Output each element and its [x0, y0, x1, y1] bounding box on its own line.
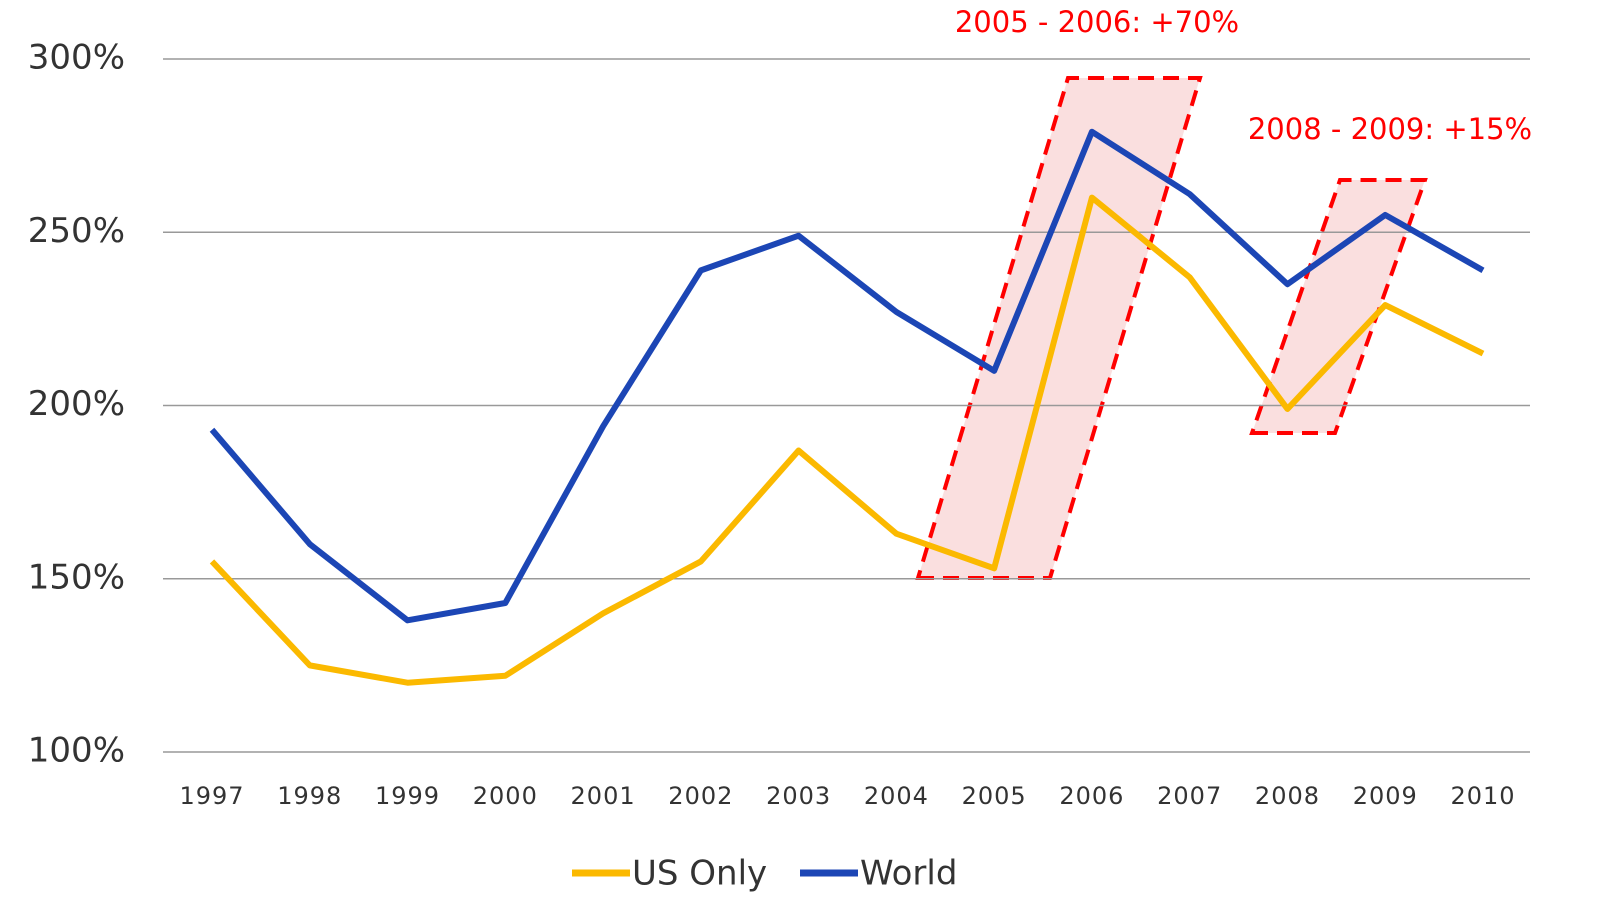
x-tick-label: 2005 — [962, 782, 1027, 810]
series-line — [209, 194, 1485, 686]
x-tick-label: 2000 — [473, 782, 538, 810]
annotation: 2008 - 2009: +15% — [1248, 112, 1532, 146]
y-tick-label: 100% — [28, 731, 125, 771]
x-tick-label: 2001 — [571, 782, 636, 810]
legend-label: US Only — [632, 854, 767, 894]
x-tick-label: 1998 — [277, 782, 342, 810]
x-tick-label: 2007 — [1157, 782, 1222, 810]
y-tick-label: 250% — [28, 211, 125, 251]
series-line — [209, 128, 1485, 624]
x-tick-label: 2002 — [668, 782, 733, 810]
x-tick-label: 2010 — [1450, 782, 1515, 810]
legend-label: World — [860, 854, 957, 894]
y-tick-label: 300% — [28, 38, 125, 78]
y-tick-label: 150% — [28, 557, 125, 597]
annotation: 2005 - 2006: +70% — [955, 5, 1239, 39]
x-tick-label: 2004 — [864, 782, 929, 810]
x-tick-label: 2006 — [1059, 782, 1124, 810]
x-tick-label: 2009 — [1353, 782, 1418, 810]
x-tick-label: 2008 — [1255, 782, 1320, 810]
x-tick-label: 1999 — [375, 782, 440, 810]
y-tick-label: 200% — [28, 384, 125, 424]
x-tick-label: 1997 — [179, 782, 244, 810]
x-tick-label: 2003 — [766, 782, 831, 810]
